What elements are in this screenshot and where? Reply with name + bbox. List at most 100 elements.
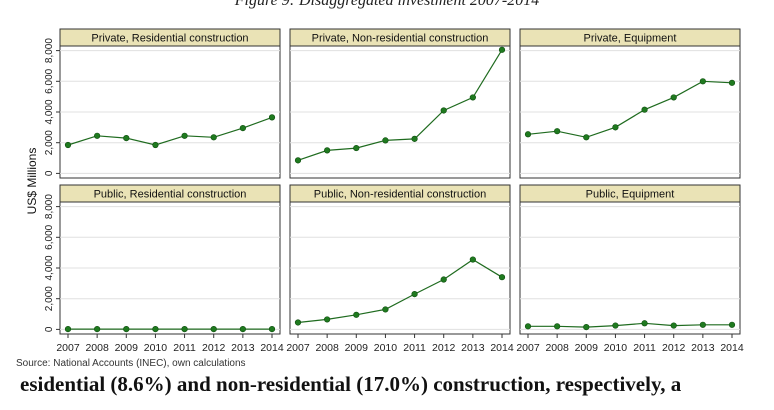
data-point (353, 144, 360, 152)
y-tick-label: 8,000 (44, 194, 55, 219)
panel-title: Private, Residential construction (91, 33, 248, 45)
data-point (268, 325, 276, 333)
data-point (498, 274, 506, 281)
data-point (699, 321, 706, 328)
data-point (123, 325, 130, 333)
data-point (583, 323, 590, 331)
data-point (670, 322, 677, 329)
data-point (524, 323, 532, 330)
x-tick-label: 2007 (516, 342, 540, 354)
x-tick-label: 2009 (115, 342, 139, 354)
data-point (123, 134, 130, 142)
data-point (524, 131, 532, 138)
x-tick-label: 2009 (575, 342, 599, 354)
y-tick-label: 4,000 (44, 99, 55, 124)
body-text: esidential (8.6%) and non-residential (1… (20, 372, 682, 396)
panel-title: Public, Equipment (586, 189, 675, 201)
x-tick-label: 2011 (173, 342, 196, 354)
data-point (411, 135, 418, 142)
data-point (641, 320, 648, 327)
x-tick-label: 2014 (490, 342, 514, 354)
y-tick-label: 0 (44, 170, 55, 176)
y-tick-label: 6,000 (44, 68, 55, 93)
series-line (297, 49, 503, 161)
y-tick-label: 2,000 (44, 130, 55, 155)
data-point (94, 132, 101, 139)
panel-title: Private, Non-residential construction (312, 33, 489, 45)
data-point (612, 124, 619, 131)
x-tick-label: 2008 (85, 342, 109, 354)
x-tick-label: 2008 (545, 342, 569, 354)
data-point (64, 141, 72, 149)
data-point (554, 128, 561, 135)
series-line (528, 322, 732, 328)
data-point (728, 79, 736, 86)
data-point (294, 157, 302, 164)
data-point (294, 319, 302, 326)
y-tick-label: 2,000 (44, 286, 55, 311)
data-point (353, 311, 360, 318)
x-tick-label: 2013 (691, 342, 715, 354)
x-tick-label: 2012 (202, 342, 226, 354)
data-point (612, 322, 619, 329)
x-tick-label: 2011 (633, 342, 656, 354)
y-tick-label: 0 (44, 326, 55, 332)
x-tick-label: 2014 (720, 342, 744, 354)
x-tick-label: 2013 (461, 342, 485, 354)
x-tick-label: 2010 (374, 342, 398, 354)
data-point (440, 276, 447, 283)
x-tick-label: 2008 (315, 342, 339, 354)
data-point (181, 132, 188, 139)
panel-1: Private, Residential construction 0 2,000 4… (44, 28, 281, 179)
panel-5: Public, Non-residential construction 2007… (286, 184, 514, 354)
panel-2: Private, Non-residential construction (289, 28, 511, 179)
x-tick-label: 2010 (144, 342, 168, 354)
y-tick-label: 4,000 (44, 255, 55, 280)
series-line (297, 258, 503, 324)
x-tick-label: 2007 (56, 342, 80, 354)
data-point (583, 134, 590, 141)
data-point (210, 325, 217, 333)
x-tick-label: 2010 (604, 342, 628, 354)
x-tick-label: 2013 (231, 342, 255, 354)
panel-3: Private, Equipment (519, 28, 741, 179)
y-tick-label: 8,000 (44, 38, 55, 63)
panel-6: Public, Equipment 2007 2008 2009 2010 2011 201… (516, 184, 744, 354)
data-point (94, 325, 101, 333)
data-point (728, 321, 736, 328)
data-point (324, 147, 331, 154)
data-point (554, 323, 561, 330)
data-point (64, 325, 72, 333)
panel-4: Public, Residential construction 0 2,000 4,… (44, 184, 284, 354)
data-point (469, 94, 476, 101)
figure-caption: Figure 9: Disaggregated investment 2007-… (234, 0, 540, 9)
x-tick-label: 2014 (260, 342, 284, 354)
chart-grid: Private, Residential construction 0 2,000 4… (16, 28, 744, 369)
data-point (239, 325, 246, 333)
data-point (210, 134, 217, 141)
panel-title: Public, Residential construction (94, 189, 247, 201)
y-tick-label: 6,000 (44, 224, 55, 249)
data-point (382, 306, 389, 313)
x-tick-label: 2007 (286, 342, 310, 354)
source-note: Source: National Accounts (INEC), own ca… (16, 358, 246, 369)
series-line (67, 116, 273, 146)
data-point (239, 125, 246, 132)
data-point (324, 316, 331, 323)
data-point (469, 256, 476, 263)
data-point (670, 94, 677, 101)
data-point (268, 114, 276, 121)
data-point (152, 141, 159, 149)
series-line (527, 80, 733, 138)
panel-title: Private, Equipment (584, 33, 677, 45)
x-tick-label: 2011 (403, 342, 426, 354)
data-point (641, 106, 648, 113)
panel-title: Public, Non-residential construction (314, 189, 486, 201)
data-point (498, 46, 506, 53)
y-axis-label: US$ Millions (25, 148, 39, 215)
x-tick-label: 2012 (432, 342, 456, 354)
data-point (699, 78, 706, 85)
data-point (382, 137, 389, 144)
data-point (181, 325, 188, 333)
